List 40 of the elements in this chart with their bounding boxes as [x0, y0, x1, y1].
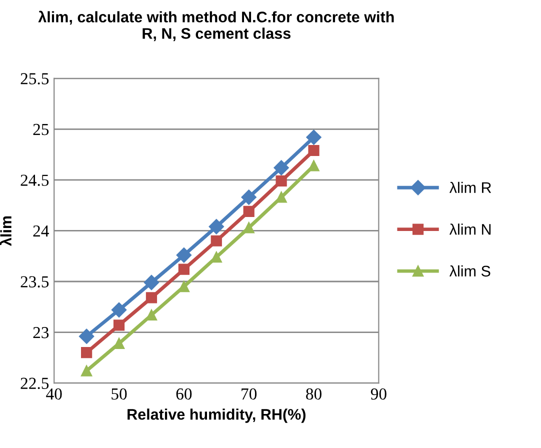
x-tick-label: 50 [112, 388, 127, 400]
point [81, 347, 92, 358]
y-tick-label: 23.5 [20, 276, 49, 288]
legend-label: λlim N [449, 224, 491, 235]
point [81, 365, 92, 376]
y-tick-label: 25 [33, 124, 49, 136]
legend-label: λlim R [449, 182, 492, 193]
y-tick-label: 24 [33, 225, 49, 237]
y-tick-label: 24.5 [20, 174, 49, 186]
x-tick-label: 60 [176, 388, 192, 400]
point [78, 328, 94, 344]
point [210, 235, 222, 246]
x-tick-label: 90 [370, 388, 386, 400]
point [306, 130, 322, 145]
point [308, 144, 320, 156]
point [276, 192, 287, 203]
point [308, 160, 320, 172]
x-tick-label: 70 [242, 388, 257, 400]
y-axis-title: λlim [0, 216, 12, 246]
point [274, 160, 289, 176]
point [208, 219, 224, 234]
point [113, 320, 125, 331]
chart-title: λlim, calculate with method N.C.for concrete with R, N, S cement class [38, 10, 394, 42]
point [243, 206, 254, 217]
x-axis-title: Relative humidity, RH(%) [128, 408, 306, 423]
point [176, 248, 192, 263]
point [241, 190, 256, 205]
point [243, 222, 254, 234]
legend-label: λlim S [449, 265, 490, 277]
y-tick-label: 23 [33, 327, 49, 338]
point [210, 252, 222, 263]
point [276, 175, 287, 187]
y-tick-label: 25.5 [20, 73, 49, 84]
point [111, 302, 127, 318]
x-tick-label: 80 [306, 388, 322, 400]
x-tick-label: 40 [46, 388, 62, 400]
point [178, 264, 190, 275]
point [144, 274, 160, 290]
point [146, 292, 158, 304]
y-tick-label: 22.5 [20, 378, 49, 390]
